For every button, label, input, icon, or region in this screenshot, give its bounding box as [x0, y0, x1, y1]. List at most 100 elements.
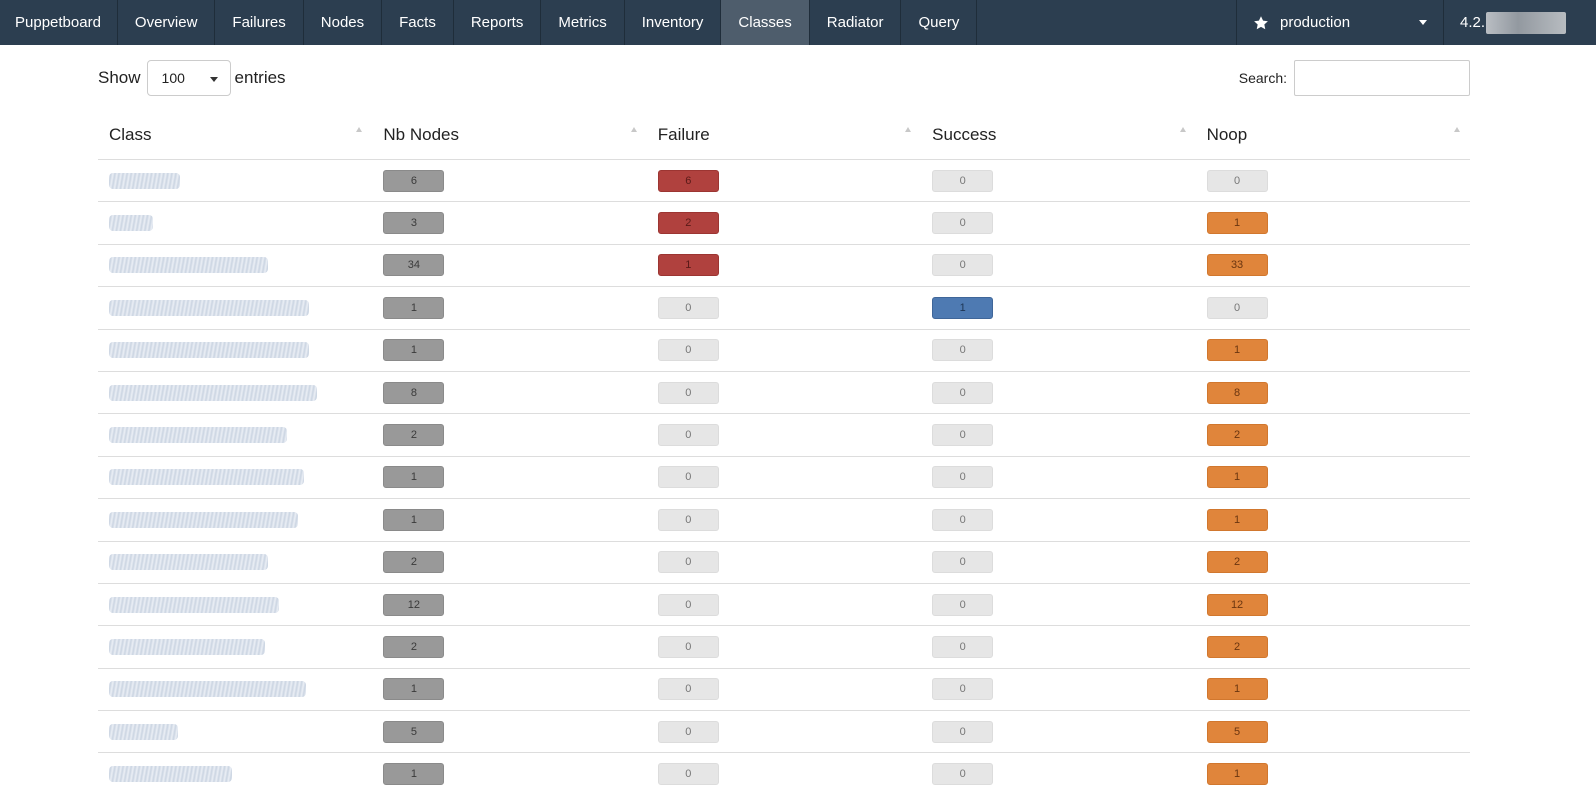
success-count-badge[interactable]: 0 [932, 424, 994, 447]
nodes-count-badge[interactable]: 8 [383, 381, 445, 404]
nodes-count-badge[interactable]: 2 [383, 551, 445, 574]
failure-cell: 0 [647, 372, 921, 413]
noop-count-badge[interactable]: 2 [1206, 635, 1268, 658]
nav-item-facts[interactable]: Facts [382, 0, 454, 45]
success-count-badge[interactable]: 1 [932, 296, 994, 319]
column-header-nb-nodes[interactable]: Nb Nodes [372, 116, 646, 159]
noop-count-badge[interactable]: 8 [1206, 381, 1268, 404]
nav-item-query[interactable]: Query [901, 0, 978, 45]
failure-count-badge[interactable]: 0 [657, 763, 719, 786]
class-name-link-redacted[interactable] [109, 681, 306, 698]
success-count-badge[interactable]: 0 [932, 466, 994, 489]
noop-count-badge[interactable]: 0 [1206, 169, 1268, 192]
nav-item-failures[interactable]: Failures [215, 0, 304, 45]
nodes-count-badge[interactable]: 34 [383, 254, 445, 277]
class-name-link-redacted[interactable] [109, 257, 268, 274]
failure-count-badge[interactable]: 0 [657, 551, 719, 574]
noop-count-badge[interactable]: 1 [1206, 339, 1268, 362]
success-count-badge[interactable]: 0 [932, 169, 994, 192]
failure-count-badge[interactable]: 0 [657, 678, 719, 701]
success-count-badge[interactable]: 0 [932, 212, 994, 235]
nodes-count-badge[interactable]: 1 [383, 466, 445, 489]
failure-count-badge[interactable]: 0 [657, 635, 719, 658]
nodes-count-badge[interactable]: 2 [383, 635, 445, 658]
nav-item-overview[interactable]: Overview [118, 0, 216, 45]
class-name-link-redacted[interactable] [109, 427, 287, 444]
nodes-count-badge[interactable]: 1 [383, 339, 445, 362]
noop-count-badge[interactable]: 1 [1206, 763, 1268, 786]
nodes-count-badge[interactable]: 6 [383, 169, 445, 192]
column-header-failure[interactable]: Failure [647, 116, 921, 159]
noop-cell: 1 [1196, 669, 1470, 710]
nodes-count-badge[interactable]: 1 [383, 508, 445, 531]
failure-count-badge[interactable]: 0 [657, 339, 719, 362]
success-count-badge[interactable]: 0 [932, 254, 994, 277]
failure-cell: 0 [647, 414, 921, 455]
class-name-link-redacted[interactable] [109, 172, 180, 189]
column-header-noop[interactable]: Noop [1196, 116, 1470, 159]
noop-count-badge[interactable]: 33 [1206, 254, 1268, 277]
noop-count-badge[interactable]: 1 [1206, 508, 1268, 531]
class-name-link-redacted[interactable] [109, 342, 309, 359]
failure-count-badge[interactable]: 1 [657, 254, 719, 277]
nodes-cell: 2 [372, 414, 646, 455]
search-input[interactable] [1294, 60, 1470, 96]
column-header-class[interactable]: Class [98, 116, 372, 159]
noop-count-badge[interactable]: 0 [1206, 296, 1268, 319]
success-count-badge[interactable]: 0 [932, 508, 994, 531]
success-count-badge[interactable]: 0 [932, 678, 994, 701]
nodes-count-badge[interactable]: 3 [383, 212, 445, 235]
class-name-link-redacted[interactable] [109, 554, 268, 571]
success-count-badge[interactable]: 0 [932, 593, 994, 616]
failure-count-badge[interactable]: 0 [657, 296, 719, 319]
success-count-badge[interactable]: 0 [932, 339, 994, 362]
nodes-count-badge[interactable]: 1 [383, 296, 445, 319]
nodes-count-badge[interactable]: 5 [383, 720, 445, 743]
nav-item-classes[interactable]: Classes [721, 0, 810, 45]
class-name-link-redacted[interactable] [109, 299, 309, 316]
class-cell [98, 160, 372, 201]
failure-count-badge[interactable]: 0 [657, 508, 719, 531]
nav-item-inventory[interactable]: Inventory [625, 0, 722, 45]
class-name-link-redacted[interactable] [109, 215, 153, 232]
class-name-link-redacted[interactable] [109, 469, 304, 486]
nav-item-nodes[interactable]: Nodes [304, 0, 383, 45]
nodes-count-badge[interactable]: 1 [383, 763, 445, 786]
nav-item-metrics[interactable]: Metrics [541, 0, 625, 45]
failure-count-badge[interactable]: 0 [657, 720, 719, 743]
noop-count-badge[interactable]: 1 [1206, 678, 1268, 701]
success-count-badge[interactable]: 0 [932, 763, 994, 786]
noop-count-badge[interactable]: 1 [1206, 212, 1268, 235]
noop-count-badge[interactable]: 12 [1206, 593, 1268, 616]
nav-item-radiator[interactable]: Radiator [810, 0, 902, 45]
class-name-link-redacted[interactable] [109, 638, 265, 655]
nav-item-reports[interactable]: Reports [454, 0, 542, 45]
failure-count-badge[interactable]: 2 [657, 212, 719, 235]
success-count-badge[interactable]: 0 [932, 381, 994, 404]
noop-count-badge[interactable]: 2 [1206, 551, 1268, 574]
entries-select[interactable]: 100 [146, 60, 231, 96]
class-name-link-redacted[interactable] [109, 723, 178, 740]
failure-count-badge[interactable]: 0 [657, 424, 719, 447]
class-name-link-redacted[interactable] [109, 384, 317, 401]
success-count-badge[interactable]: 0 [932, 635, 994, 658]
class-name-link-redacted[interactable] [109, 511, 298, 528]
success-count-badge[interactable]: 0 [932, 720, 994, 743]
failure-count-badge[interactable]: 0 [657, 381, 719, 404]
nodes-count-badge[interactable]: 1 [383, 678, 445, 701]
class-name-link-redacted[interactable] [109, 766, 232, 783]
nodes-count-badge[interactable]: 2 [383, 424, 445, 447]
noop-count-badge[interactable]: 2 [1206, 424, 1268, 447]
noop-count-badge[interactable]: 5 [1206, 720, 1268, 743]
table-body: 6 6 0 0 3 2 0 1 34 1 0 33 1 0 1 0 1 0 0 1 8 0 0 8 2 0 0 2 1 0 0 1 1 0 0 1 2 0… [98, 160, 1470, 788]
environment-selector[interactable]: production [1236, 0, 1444, 45]
class-name-link-redacted[interactable] [109, 596, 279, 613]
noop-count-badge[interactable]: 1 [1206, 466, 1268, 489]
failure-count-badge[interactable]: 0 [657, 466, 719, 489]
brand-link[interactable]: Puppetboard [0, 0, 118, 45]
failure-count-badge[interactable]: 0 [657, 593, 719, 616]
nodes-count-badge[interactable]: 12 [383, 593, 445, 616]
failure-count-badge[interactable]: 6 [657, 169, 719, 192]
success-count-badge[interactable]: 0 [932, 551, 994, 574]
column-header-success[interactable]: Success [921, 116, 1195, 159]
